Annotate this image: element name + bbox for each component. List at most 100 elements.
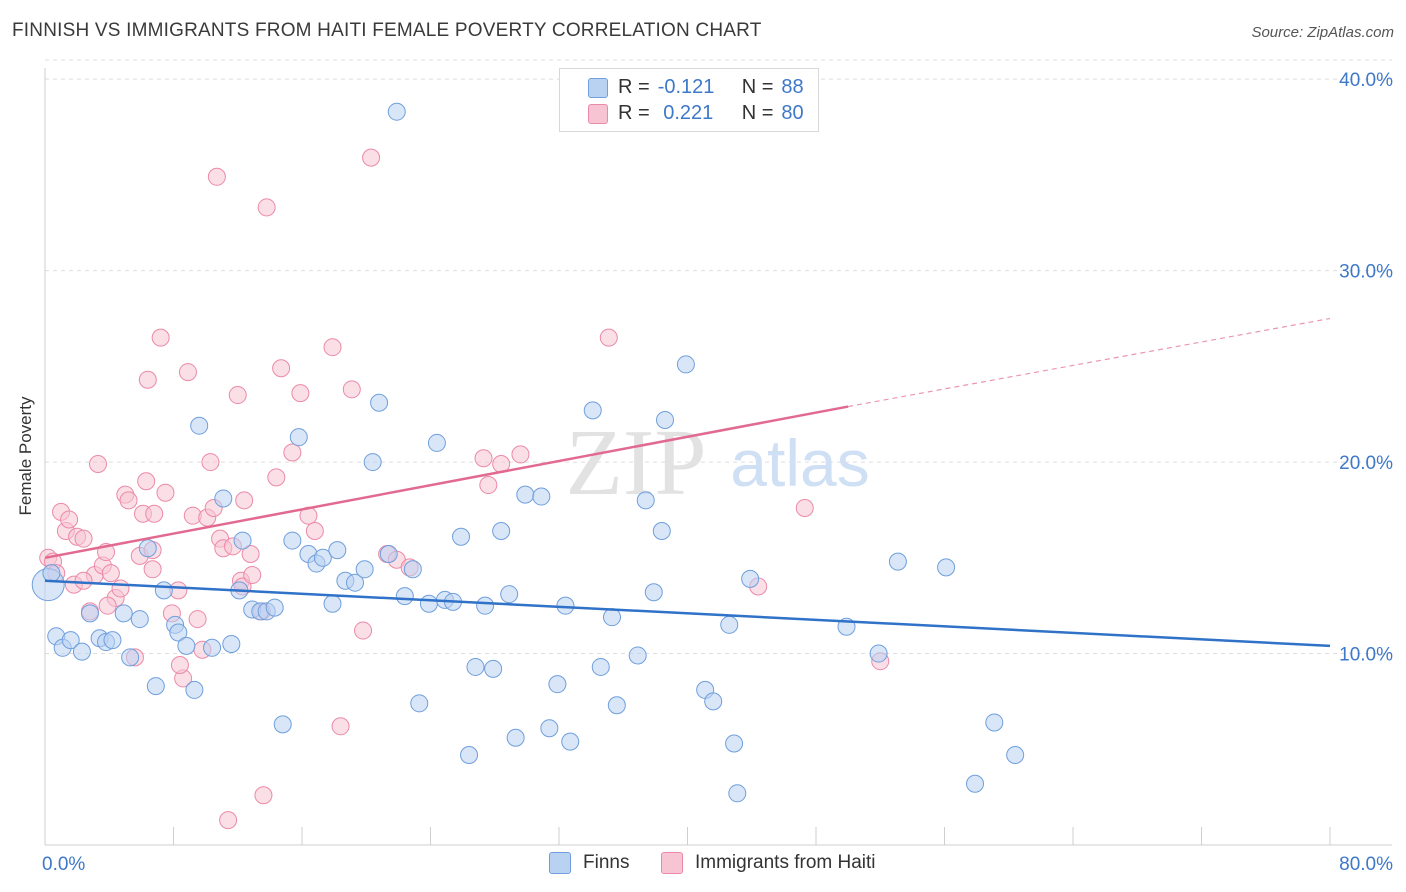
data-point-finns (466, 657, 485, 676)
data-point-finns (403, 560, 422, 579)
data-point-finns (121, 648, 140, 667)
trend-line-finns (44, 579, 1331, 648)
legend-r-label: R = (618, 101, 650, 124)
data-point-finns (313, 548, 332, 567)
bottom-legend-label-finns: Finns (583, 852, 630, 873)
data-point-haiti (170, 656, 189, 675)
data-point-finns (644, 583, 663, 602)
data-point-finns (937, 558, 956, 577)
correlation-legend: R = -0.121 N = 88 R = 0.221 N = 80 (559, 68, 819, 132)
data-point-finns (561, 732, 580, 751)
data-point-finns (103, 631, 122, 650)
data-point-haiti (267, 468, 286, 487)
data-point-finns (214, 489, 233, 508)
data-point-haiti (145, 504, 164, 523)
data-point-haiti (235, 491, 254, 510)
y-tick-label: 20.0% (1339, 453, 1393, 474)
data-point-finns (656, 410, 675, 429)
data-point-finns (410, 694, 429, 713)
data-point-haiti (342, 380, 361, 399)
data-point-finns (506, 728, 525, 747)
data-point-finns (72, 642, 91, 661)
legend-r-value: -0.121 (657, 75, 715, 98)
data-point-finns (328, 541, 347, 560)
data-point-finns (370, 393, 389, 412)
data-point-finns (289, 428, 308, 447)
data-point-finns (628, 646, 647, 665)
data-point-finns (728, 784, 747, 803)
legend-n-label: N = (741, 75, 774, 98)
data-point-finns (591, 657, 610, 676)
series-haiti-points (39, 148, 890, 830)
data-point-haiti (479, 476, 498, 495)
legend-n-label: N = (741, 101, 774, 124)
data-point-finns (283, 531, 302, 550)
bottom-legend-haiti: Immigrants from Haiti (661, 852, 876, 874)
data-point-finns (603, 608, 622, 627)
trend-line-haiti-extension (848, 317, 1331, 408)
data-point-finns (395, 587, 414, 606)
data-point-haiti (188, 610, 207, 629)
data-point-finns (130, 610, 149, 629)
data-point-haiti (60, 510, 79, 529)
data-point-finns (492, 522, 511, 540)
data-point-finns (460, 746, 479, 765)
data-point-haiti (137, 472, 156, 491)
data-point-haiti (119, 491, 138, 510)
y-tick-label: 10.0% (1339, 645, 1393, 666)
data-point-finns (233, 531, 252, 550)
data-point-finns (725, 734, 744, 753)
data-point-haiti (89, 454, 108, 473)
data-point-haiti (207, 167, 226, 186)
data-point-finns (540, 719, 559, 738)
chart-title: FINNISH VS IMMIGRANTS FROM HAITI FEMALE … (12, 20, 762, 41)
data-point-haiti (243, 566, 262, 585)
data-point-haiti (143, 560, 162, 579)
bottom-legend-swatch-finns (549, 852, 571, 874)
data-point-haiti (151, 328, 170, 347)
data-point-haiti (178, 363, 197, 382)
data-point-haiti (138, 370, 157, 389)
data-point-finns (532, 487, 551, 506)
data-point-haiti (283, 443, 302, 462)
y-tick-label: 30.0% (1339, 262, 1393, 283)
data-point-finns (652, 522, 671, 540)
data-point-finns (427, 433, 446, 452)
legend-n-value: 88 (781, 75, 804, 98)
bottom-legend-finns: Finns (549, 852, 629, 874)
data-point-finns (379, 544, 398, 563)
data-point-finns (222, 634, 241, 653)
data-point-finns (607, 696, 626, 715)
data-point-haiti (323, 338, 342, 357)
data-point-finns (676, 355, 695, 374)
data-point-finns (80, 604, 99, 623)
data-point-haiti (599, 328, 618, 347)
data-point-finns (42, 564, 61, 583)
data-point-finns (138, 539, 157, 558)
data-point-haiti (291, 384, 310, 403)
x-tick-label: 0.0% (42, 854, 85, 875)
data-point-haiti (272, 359, 291, 378)
data-point-haiti (354, 621, 373, 640)
legend-row-haiti: R = 0.221 N = 80 (618, 100, 804, 126)
trend-lines (44, 317, 1331, 648)
watermark-zip: ZIP (566, 411, 707, 515)
data-point-finns (741, 569, 760, 588)
legend-r-value: 0.221 (657, 101, 714, 124)
data-point-haiti (101, 564, 120, 583)
legend-swatch-finns (588, 78, 608, 98)
data-point-finns (323, 594, 342, 613)
data-point-finns (265, 598, 284, 617)
data-point-finns (636, 491, 655, 510)
data-point-haiti (511, 445, 530, 464)
data-point-finns (146, 677, 165, 696)
data-point-finns (516, 485, 535, 504)
data-point-finns (419, 594, 438, 613)
y-tick-label: 40.0% (1339, 70, 1393, 91)
data-point-haiti (156, 483, 175, 502)
data-point-finns (114, 604, 133, 623)
data-point-finns (355, 560, 374, 579)
data-point-haiti (305, 522, 324, 540)
data-point-haiti (795, 499, 814, 518)
